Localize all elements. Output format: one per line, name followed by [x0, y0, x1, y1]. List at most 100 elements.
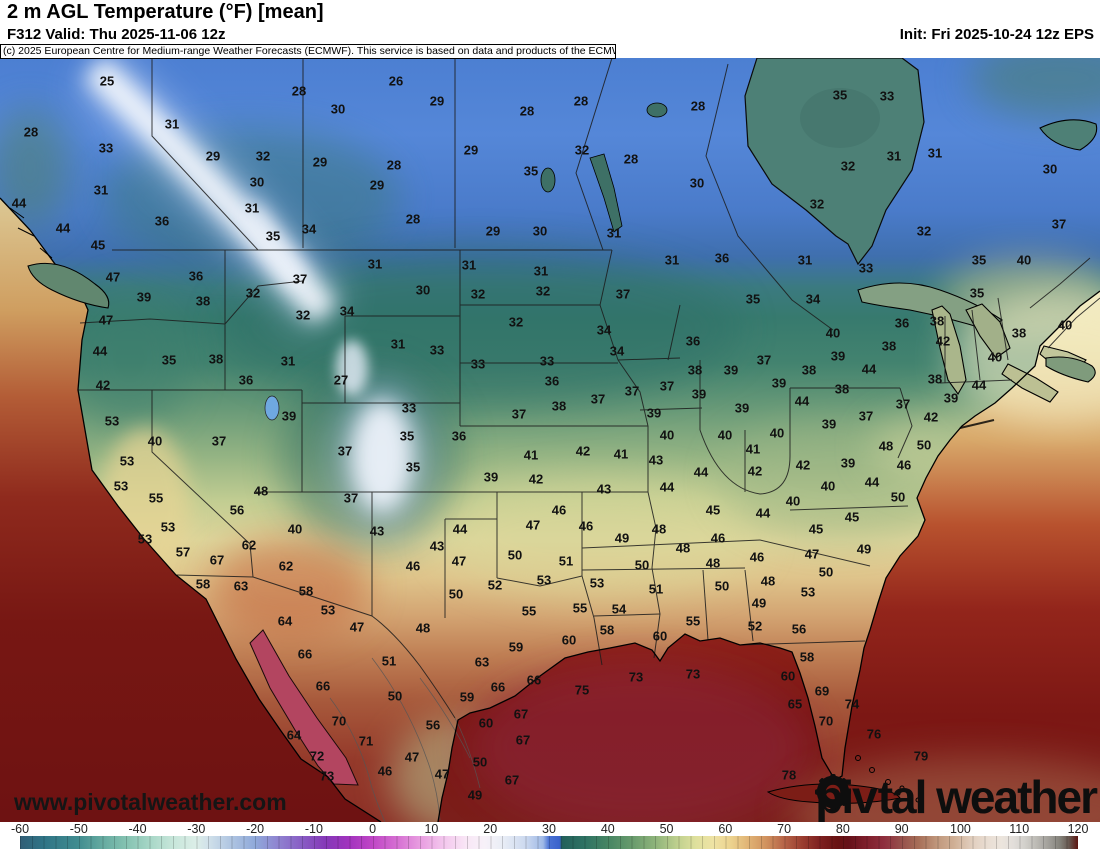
temperature-value-label: 33: [429, 342, 445, 358]
temperature-value-label: 63: [233, 578, 249, 594]
temperature-value-label: 44: [864, 474, 880, 490]
temperature-value-label: 44: [11, 195, 27, 211]
temperature-value-label: 34: [339, 303, 355, 319]
temperature-value-label: 57: [175, 544, 191, 560]
colorbar-tick-label: 40: [600, 822, 615, 836]
temperature-value-label: 38: [881, 338, 897, 354]
temperature-value-label: 31: [461, 257, 477, 273]
temperature-value-label: 56: [425, 717, 441, 733]
mexico-state-borders: [329, 657, 481, 822]
temperature-value-label: 55: [685, 613, 701, 629]
temperature-value-label: 53: [320, 602, 336, 618]
temperature-value-label: 31: [606, 225, 622, 241]
temperature-value-label: 50: [714, 578, 730, 594]
temperature-value-label: 71: [358, 733, 374, 749]
temperature-value-label: 44: [755, 505, 771, 521]
temperature-value-label: 47: [525, 517, 541, 533]
temperature-value-label: 48: [675, 540, 691, 556]
temperature-value-label: 46: [578, 518, 594, 534]
temperature-value-label: 36: [544, 373, 560, 389]
temperature-value-label: 37: [895, 396, 911, 412]
temperature-value-label: 47: [451, 553, 467, 569]
temperature-value-label: 33: [98, 140, 114, 156]
nova-scotia: [1045, 356, 1096, 383]
temperature-value-label: 29: [369, 177, 385, 193]
temperature-value-label: 30: [249, 174, 265, 190]
temperature-value-label: 38: [929, 313, 945, 329]
temperature-value-label: 36: [154, 213, 170, 229]
temperature-value-label: 67: [513, 706, 529, 722]
temperature-value-label: 31: [533, 263, 549, 279]
temperature-value-label: 49: [614, 530, 630, 546]
temperature-value-label: 66: [490, 679, 506, 695]
temperature-value-label: 45: [90, 237, 106, 253]
temperature-value-label: 28: [386, 157, 402, 173]
temperature-value-label: 35: [523, 163, 539, 179]
vancouver-island: [27, 262, 110, 309]
temperature-value-label: 38: [927, 371, 943, 387]
temperature-value-label: 35: [969, 285, 985, 301]
temperature-value-label: 31: [164, 116, 180, 132]
temperature-value-label: 53: [104, 413, 120, 429]
great-salt-lake: [264, 395, 280, 421]
temperature-value-label: 28: [519, 103, 535, 119]
temperature-value-label: 69: [814, 683, 830, 699]
temperature-value-label: 42: [795, 457, 811, 473]
temperature-value-label: 58: [298, 583, 314, 599]
temperature-value-label: 34: [805, 291, 821, 307]
temperature-value-label: 43: [429, 538, 445, 554]
temperature-value-label: 73: [628, 669, 644, 685]
temperature-value-label: 67: [504, 772, 520, 788]
temperature-value-label: 37: [659, 378, 675, 394]
temperature-value-label: 53: [137, 531, 153, 547]
temperature-value-label: 31: [244, 200, 260, 216]
temperature-value-label: 37: [858, 408, 874, 424]
temperature-value-label: 44: [693, 464, 709, 480]
temperature-value-label: 39: [281, 408, 297, 424]
temperature-value-label: 40: [717, 427, 733, 443]
temperature-value-label: 49: [856, 541, 872, 557]
colorbar-tick-label: -60: [10, 822, 30, 836]
temperature-value-label: 33: [401, 400, 417, 416]
temperature-value-label: 47: [349, 619, 365, 635]
colorbar-tick-label: 100: [950, 822, 971, 836]
temperature-value-label: 29: [485, 223, 501, 239]
temperature-value-label: 39: [840, 455, 856, 471]
temperature-value-label: 53: [800, 584, 816, 600]
colorbar-tick-label: 90: [894, 822, 909, 836]
pacific-ocean: [0, 198, 381, 822]
temperature-value-label: 39: [830, 348, 846, 364]
temperature-value-label: 78: [781, 767, 797, 783]
temperature-value-label: 29: [205, 148, 221, 164]
temperature-value-label: 72: [309, 748, 325, 764]
temperature-value-label: 40: [1057, 317, 1073, 333]
temperature-value-label: 39: [943, 390, 959, 406]
watermark-text: www.pivotalweather.com: [14, 789, 287, 815]
colorbar: [20, 836, 1078, 849]
temperature-value-label: 52: [747, 618, 763, 634]
temperature-value-label: 48: [415, 620, 431, 636]
labrador-coast: [1039, 119, 1098, 151]
temperature-value-label: 40: [820, 478, 836, 494]
manitoba-lakes: [540, 102, 668, 233]
temperature-value-label: 53: [113, 478, 129, 494]
temperature-value-label: 60: [561, 632, 577, 648]
temperature-value-label: 37: [292, 271, 308, 287]
temperature-value-label: 58: [599, 622, 615, 638]
temperature-value-label: 76: [866, 726, 882, 742]
temperature-value-label: 37: [1051, 216, 1067, 232]
temperature-value-label: 40: [769, 425, 785, 441]
colorbar-tick-label: -40: [128, 822, 147, 836]
temperature-value-label: 60: [652, 628, 668, 644]
temperature-value-label: 31: [797, 252, 813, 268]
temperature-value-label: 46: [710, 530, 726, 546]
temperature-value-label: 36: [238, 372, 254, 388]
temperature-value-label: 47: [98, 312, 114, 328]
page-title: 2 m AGL Temperature (°F) [mean]: [7, 1, 324, 23]
temperature-value-label: 31: [390, 336, 406, 352]
temperature-value-label: 36: [685, 333, 701, 349]
temperature-value-label: 39: [734, 400, 750, 416]
temperature-value-label: 62: [241, 537, 257, 553]
temperature-value-label: 44: [55, 220, 71, 236]
